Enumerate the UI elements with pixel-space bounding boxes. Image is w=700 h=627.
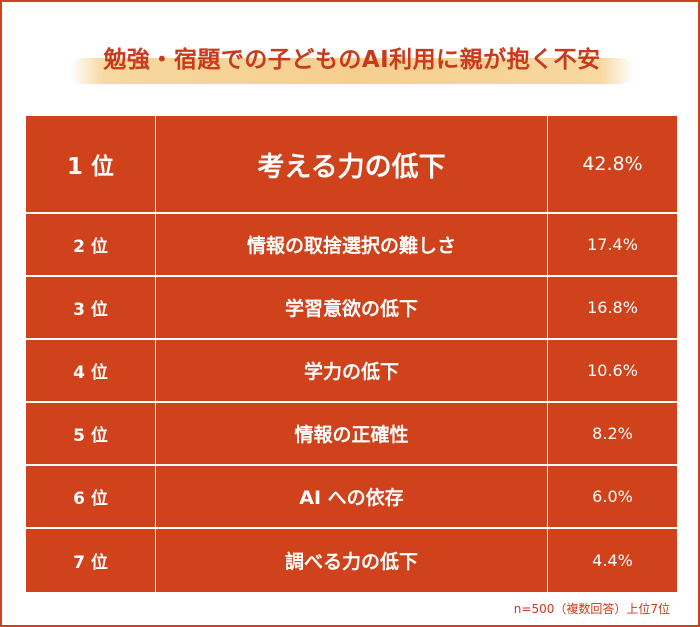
ranking-row: 3 位学習意欲の低下 16.8%	[26, 277, 677, 338]
concern-label: 情報の取捨選択の難しさ	[156, 214, 548, 275]
percentage-value: 42.8%	[548, 116, 677, 212]
rank-label: 3 位	[26, 277, 156, 338]
rank-label: 6 位	[26, 466, 156, 527]
percentage-value: 4.4%	[548, 529, 677, 592]
concern-label: 学習意欲の低下	[156, 277, 548, 338]
concern-label: 調べる力の低下	[156, 529, 548, 592]
percentage-value: 6.0%	[548, 466, 677, 527]
concern-label: 学力の低下	[156, 340, 548, 401]
title-highlight	[70, 58, 634, 84]
rank-label: 4 位	[26, 340, 156, 401]
concern-label: AI への依存	[156, 466, 548, 527]
percentage-value: 8.2%	[548, 403, 677, 464]
rank-label: 2 位	[26, 214, 156, 275]
concern-label: 情報の正確性	[156, 403, 548, 464]
rank-label: 1 位	[26, 116, 156, 212]
ranking-row: 4 位学力の低下 10.6%	[26, 340, 677, 401]
rank-label: 7 位	[26, 529, 156, 592]
percentage-value: 10.6%	[548, 340, 677, 401]
ranking-row: 2 位情報の取捨選択の難しさ 17.4%	[26, 214, 677, 275]
sample-note: n=500（複数回答）上位7位	[513, 602, 670, 616]
ranking-row: 6 位 AI への依存 6.0%	[26, 466, 677, 527]
ranking-table: 1 位考える力の低下 42.8% 2 位情報の取捨選択の難しさ 17.4% 3 位学習意…	[26, 116, 677, 592]
percentage-value: 17.4%	[548, 214, 677, 275]
ranking-row: 5 位情報の正確性 8.2%	[26, 403, 677, 464]
chart-title: 勉強・宿題での子どものAI利用に親が抱く不安	[103, 47, 601, 73]
rank-label: 5 位	[26, 403, 156, 464]
title-area: 勉強・宿題での子どものAI利用に親が抱く不安	[62, 32, 642, 88]
ranking-row: 7 位調べる力の低下 4.4%	[26, 529, 677, 592]
concern-label: 考える力の低下	[156, 116, 548, 212]
percentage-value: 16.8%	[548, 277, 677, 338]
ranking-row: 1 位考える力の低下 42.8%	[26, 116, 677, 212]
